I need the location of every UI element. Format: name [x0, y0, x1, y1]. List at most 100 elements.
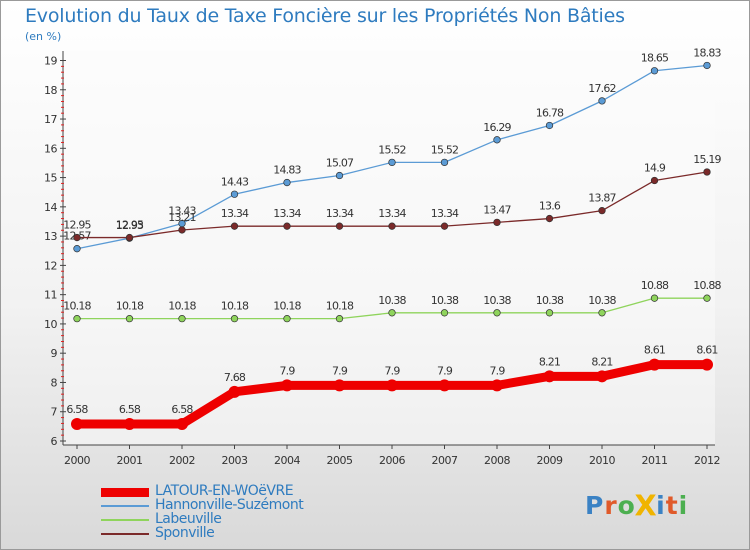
data-label: 7.9 — [332, 364, 348, 377]
y-tick-label: 10 — [44, 318, 57, 331]
data-label: 13.21 — [168, 211, 196, 224]
y-tick-label: 11 — [44, 289, 57, 302]
chart-unit-label: (en %) — [25, 30, 62, 43]
series-3: 12.95 12.95 13.21 13.34 13.34 13.34 13.34 13.34… — [63, 153, 722, 242]
data-point — [281, 379, 293, 392]
y-tick-label: 6 — [51, 435, 58, 448]
data-label: 14.83 — [273, 164, 301, 177]
data-label: 8.21 — [591, 355, 612, 368]
data-point — [440, 222, 449, 230]
data-point — [491, 379, 503, 392]
data-label: 17.62 — [588, 82, 616, 95]
data-label: 10.18 — [273, 300, 301, 313]
legend-item: LATOUR-EN-WOëVRE — [101, 483, 361, 499]
data-label: 8.21 — [539, 355, 560, 368]
y-tick-label: 14 — [44, 201, 57, 214]
data-label: 13.34 — [221, 207, 249, 220]
x-tick-label: 2011 — [642, 454, 668, 467]
data-point — [388, 222, 396, 230]
data-label: 15.19 — [693, 153, 721, 166]
data-point — [123, 418, 136, 431]
x-tick-label: 2010 — [589, 454, 615, 467]
data-label: 13.47 — [483, 203, 511, 216]
legend-item: Hannonville-Suzémont — [101, 497, 361, 513]
data-point — [440, 158, 449, 167]
series-1: 12.5712.9313.4314.4314.8315.0715.5215.52… — [63, 46, 722, 253]
data-label: 10.18 — [168, 300, 196, 313]
data-point — [335, 315, 344, 323]
data-point — [73, 245, 81, 253]
legend-item: Labeuville — [101, 511, 361, 527]
data-label: 10.38 — [588, 294, 616, 307]
x-tick-label: 2004 — [274, 454, 300, 467]
data-point — [598, 309, 606, 317]
data-point — [493, 136, 501, 144]
y-tick-label: 17 — [44, 113, 57, 126]
data-point — [73, 233, 81, 242]
legend-swatch — [101, 519, 149, 521]
y-tick-label: 8 — [51, 376, 58, 389]
data-point — [283, 178, 291, 187]
data-label: 10.88 — [693, 279, 721, 292]
data-point — [176, 418, 188, 431]
data-label: 13.34 — [273, 207, 301, 220]
legend-label: Labeuville — [155, 511, 222, 527]
y-tick-label: 7 — [51, 406, 58, 419]
x-tick-label: 2008 — [484, 454, 510, 467]
data-label: 8.61 — [644, 344, 665, 357]
x-tick-label: 2002 — [169, 454, 195, 467]
data-point — [178, 226, 186, 234]
data-label: 13.34 — [326, 207, 354, 220]
data-label: 10.38 — [378, 294, 406, 307]
data-point — [386, 379, 398, 392]
data-point — [545, 309, 554, 317]
data-label: 12.95 — [63, 219, 91, 232]
data-label: 16.78 — [536, 106, 564, 119]
x-tick-label: 2003 — [222, 454, 248, 467]
y-tick-label: 16 — [44, 142, 57, 155]
legend-item: Sponville — [101, 525, 361, 541]
data-label: 7.9 — [384, 364, 400, 377]
x-tick-label: 2006 — [379, 454, 405, 467]
legend-swatch — [101, 487, 149, 497]
data-label: 6.58 — [119, 403, 141, 416]
series-2: 10.18 10.18 10.18 10.18 10.18 10.18 10.38 10.38… — [63, 279, 722, 323]
data-label: 13.43 — [168, 205, 196, 218]
data-label: 18.65 — [641, 52, 669, 65]
y-tick-label: 19 — [44, 55, 57, 68]
chart-legend: LATOUR-EN-WOëVRE Hannonville-Suzémont Labe… — [101, 483, 361, 541]
data-point — [648, 358, 661, 371]
data-point — [335, 171, 344, 180]
data-point — [701, 358, 713, 371]
data-point — [596, 370, 608, 383]
y-tick-label: 12 — [44, 259, 57, 272]
data-point — [493, 309, 501, 317]
data-point — [283, 315, 291, 323]
data-point — [125, 233, 134, 242]
data-point — [703, 61, 711, 70]
data-label: 10.18 — [326, 300, 354, 313]
chart-title: Evolution du Taux de Taxe Foncière sur l… — [25, 5, 625, 27]
legend-label: Hannonville-Suzémont — [155, 497, 304, 513]
data-point — [230, 190, 239, 198]
data-label: 10.18 — [63, 300, 91, 313]
data-label: 10.18 — [116, 300, 144, 313]
data-point — [598, 207, 606, 215]
data-label: 16.29 — [483, 121, 511, 134]
data-label: 8.61 — [696, 344, 717, 357]
data-label: 7.9 — [489, 364, 505, 377]
data-point — [545, 214, 554, 223]
data-point — [388, 158, 396, 167]
data-label: 12.93 — [116, 219, 144, 232]
data-label: 13.87 — [588, 192, 616, 205]
data-point — [440, 309, 449, 317]
x-tick-label: 2001 — [117, 454, 143, 467]
x-tick-label: 2009 — [537, 454, 563, 467]
y-tick-label: 9 — [51, 347, 58, 360]
data-point — [703, 168, 711, 176]
data-point — [650, 176, 659, 185]
proxiti-logo: ProXiti — [585, 488, 689, 523]
legend-label: LATOUR-EN-WOëVRE — [155, 483, 294, 499]
data-point — [543, 370, 556, 383]
